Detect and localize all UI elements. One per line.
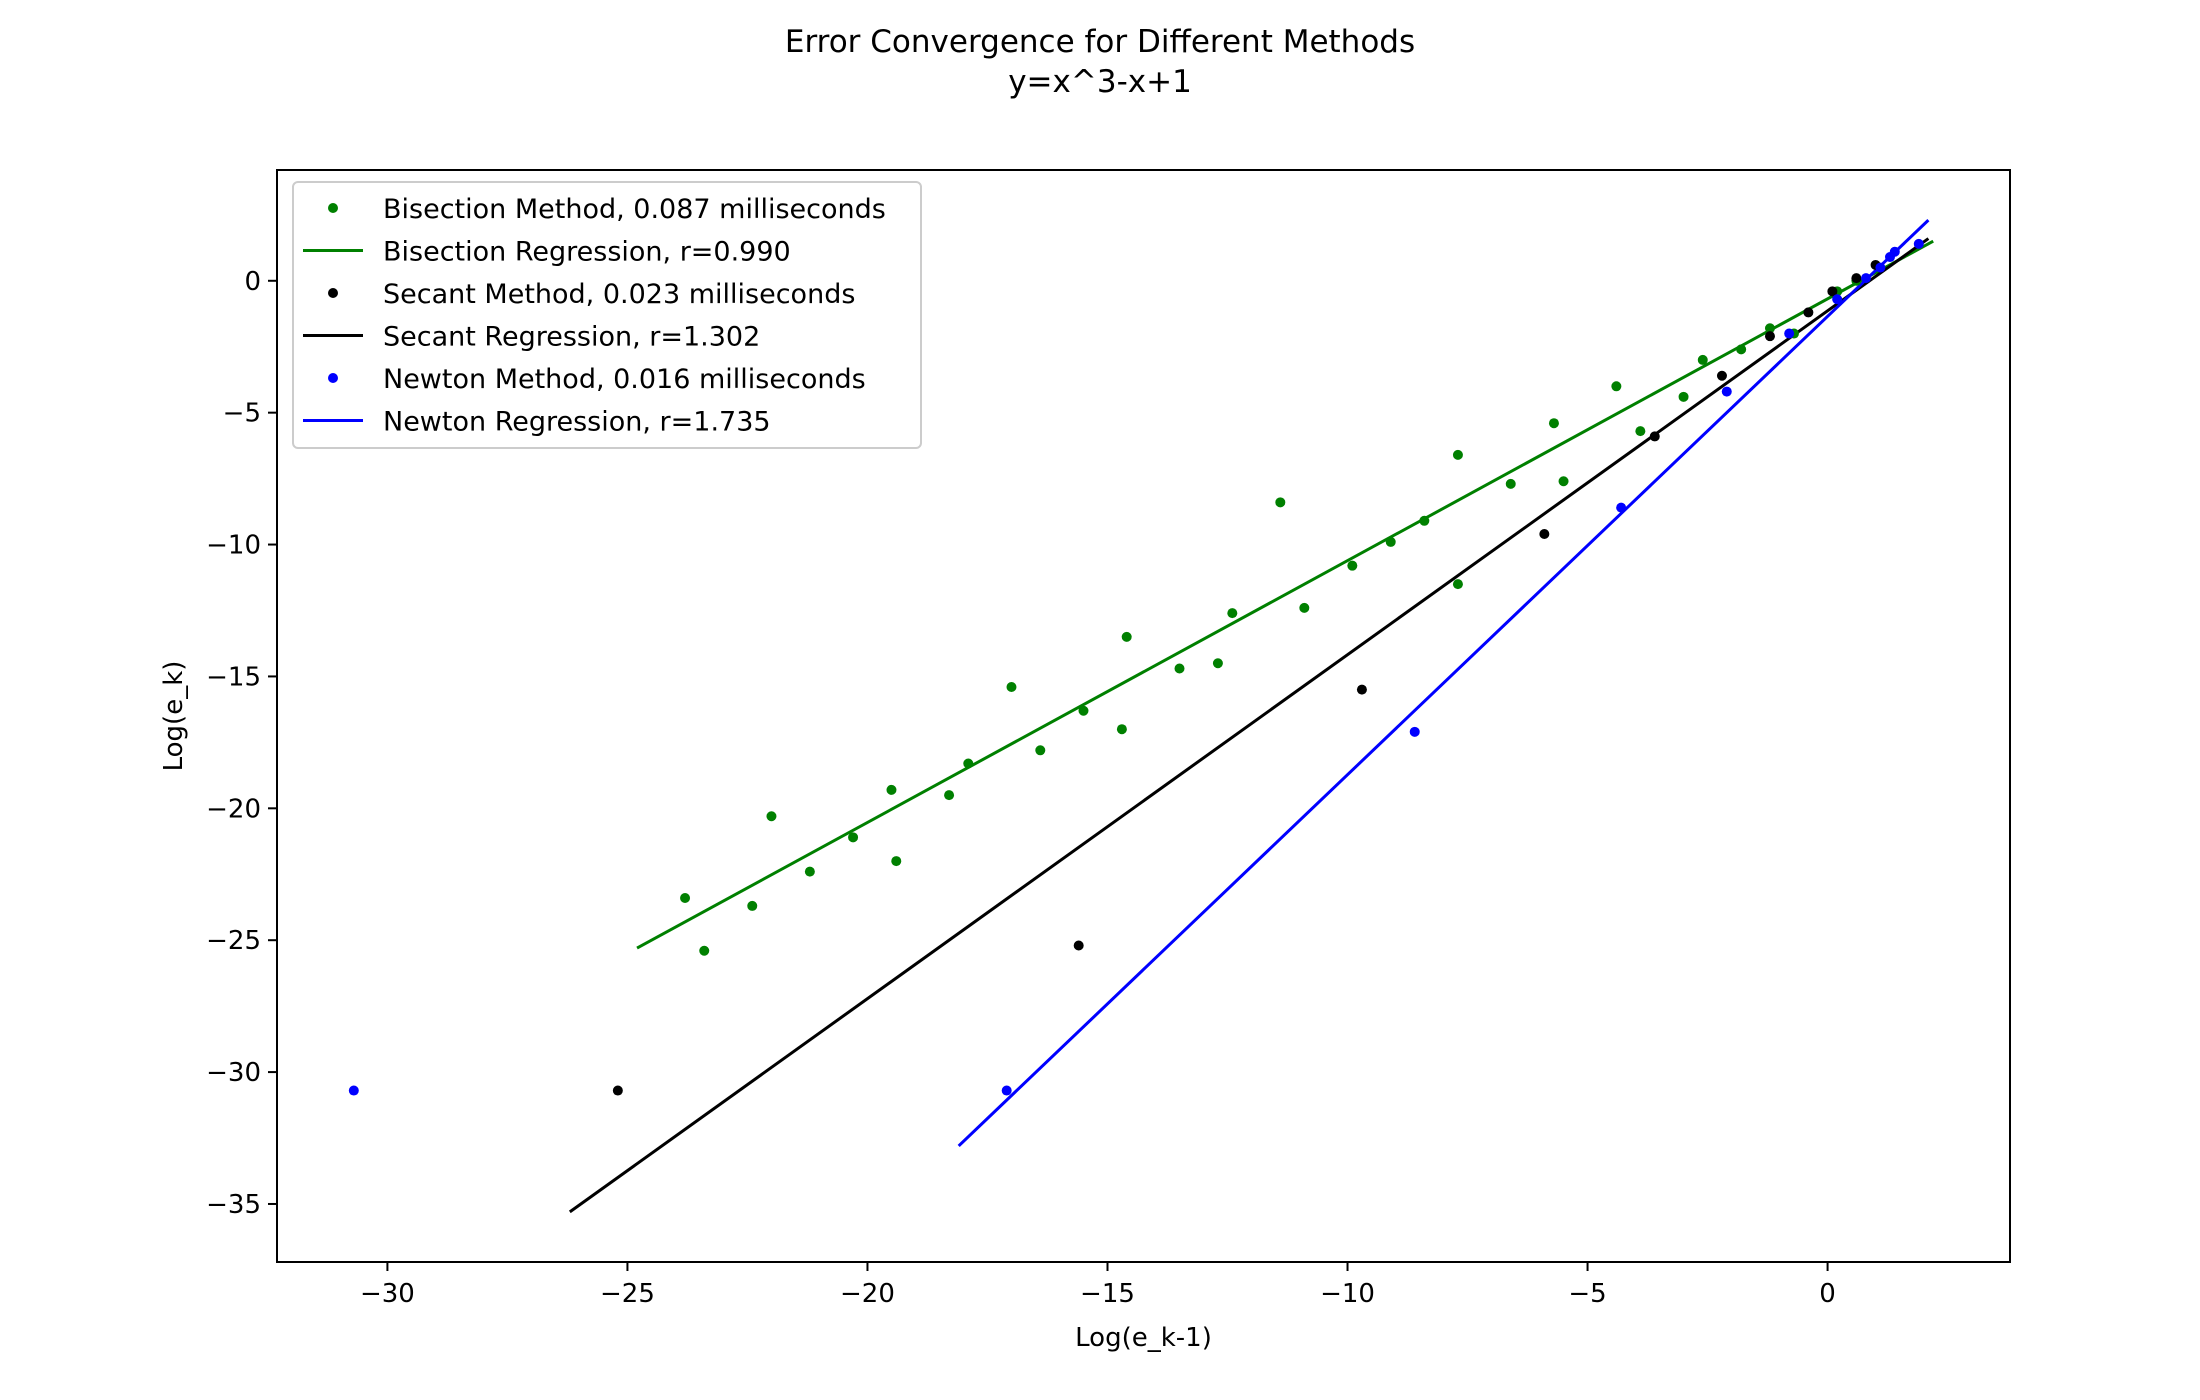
x-axis-label: Log(e_k-1) [1075, 1323, 1212, 1353]
data-point-2-4 [1649, 431, 1660, 442]
data-point-0-17 [1227, 608, 1238, 619]
x-tick-label-4: −10 [1320, 1279, 1375, 1309]
data-point-0-5 [848, 832, 859, 843]
y-axis-label: Log(e_k) [159, 661, 189, 772]
data-point-0-13 [1116, 724, 1127, 735]
legend-label-4: Newton Method, 0.016 milliseconds [383, 364, 866, 395]
legend-box [292, 181, 922, 449]
data-points [348, 238, 1924, 1096]
chart-subtitle: y=x^3-x+1 [1008, 64, 1192, 100]
x-tick-label-1: −25 [600, 1279, 655, 1309]
legend-label-5: Newton Regression, r=1.735 [383, 407, 771, 438]
data-point-0-14 [1121, 631, 1132, 642]
data-point-4-10 [1889, 246, 1900, 257]
y-tick-label-3: −15 [206, 662, 261, 692]
data-point-0-16 [1212, 658, 1223, 669]
x-tick-label-2: −20 [840, 1279, 895, 1309]
data-point-0-0 [680, 893, 691, 903]
regression-lines [568, 219, 1934, 1214]
y-tick-label-6: −30 [206, 1058, 261, 1088]
data-point-0-18 [1275, 497, 1286, 508]
data-point-0-27 [1558, 476, 1569, 487]
legend-swatch-4 [328, 373, 338, 383]
data-point-4-1 [1001, 1085, 1012, 1096]
data-point-0-24 [1452, 579, 1463, 590]
data-point-0-8 [944, 790, 955, 801]
data-point-2-9 [1851, 273, 1862, 284]
data-point-0-33 [1764, 323, 1775, 334]
data-point-0-30 [1678, 391, 1689, 402]
data-point-4-2 [1409, 726, 1420, 737]
legend: Bisection Method, 0.087 milliseconds Bise… [292, 181, 922, 449]
data-point-0-31 [1697, 354, 1708, 365]
regression-line-5 [957, 219, 1930, 1148]
legend-label-1: Bisection Regression, r=0.990 [383, 237, 791, 268]
data-point-0-25 [1505, 478, 1516, 489]
y-tick-label-7: −35 [206, 1190, 261, 1220]
data-point-4-7 [1860, 273, 1871, 284]
data-point-0-22 [1419, 515, 1430, 526]
chart-title: Error Convergence for Different Methods [784, 24, 1416, 60]
x-ticks: −30 −25 −20 −15 −10 −5 0 [360, 1262, 1836, 1309]
data-point-0-26 [1548, 418, 1559, 429]
legend-swatch-0 [328, 203, 338, 213]
data-point-2-5 [1716, 370, 1727, 381]
legend-label-0: Bisection Method, 0.087 milliseconds [383, 194, 886, 225]
data-point-2-6 [1764, 331, 1775, 342]
data-point-2-3 [1539, 529, 1550, 539]
data-point-0-10 [1006, 681, 1017, 692]
data-point-0-1 [699, 945, 710, 956]
data-point-4-0 [348, 1085, 359, 1096]
data-point-2-8 [1827, 286, 1838, 297]
regression-line-1 [636, 239, 1934, 950]
y-tick-label-5: −25 [206, 926, 261, 956]
y-ticks: 0 −5 −10 −15 −20 −25 −30 −35 [206, 267, 277, 1220]
legend-label-2: Secant Method, 0.023 milliseconds [383, 279, 855, 310]
data-point-0-29 [1635, 426, 1646, 437]
data-point-4-6 [1832, 294, 1843, 305]
regression-line-3 [568, 237, 1930, 1214]
data-point-4-3 [1616, 502, 1627, 513]
x-tick-label-6: 0 [1819, 1279, 1836, 1309]
data-point-0-21 [1385, 536, 1396, 547]
data-point-0-32 [1736, 344, 1747, 355]
x-tick-label-3: −15 [1080, 1279, 1135, 1309]
data-point-4-5 [1784, 328, 1795, 339]
data-point-4-4 [1721, 386, 1732, 397]
data-point-0-2 [747, 900, 758, 911]
data-point-0-6 [886, 784, 897, 795]
data-point-2-1 [1073, 940, 1084, 951]
data-point-0-12 [1078, 705, 1089, 716]
data-point-0-28 [1611, 381, 1622, 392]
data-point-0-23 [1452, 449, 1463, 460]
legend-swatch-2 [328, 288, 338, 298]
data-point-0-19 [1299, 602, 1310, 613]
data-point-0-9 [963, 758, 974, 769]
x-tick-label-0: −30 [360, 1279, 415, 1309]
data-point-0-3 [766, 811, 777, 822]
axes-frame [276, 169, 2011, 1263]
legend-label-3: Secant Regression, r=1.302 [383, 322, 760, 353]
data-point-2-2 [1356, 684, 1367, 695]
y-tick-label-0: 0 [244, 267, 261, 297]
data-point-0-4 [804, 866, 815, 877]
data-point-4-8 [1875, 262, 1886, 273]
data-point-2-0 [612, 1085, 623, 1096]
data-point-0-11 [1035, 745, 1046, 756]
data-point-2-7 [1803, 307, 1814, 318]
y-tick-label-2: −10 [206, 531, 261, 561]
y-tick-label-4: −20 [206, 794, 261, 824]
data-point-0-7 [891, 856, 902, 867]
data-point-4-11 [1913, 238, 1924, 249]
y-tick-label-1: −5 [223, 399, 261, 429]
data-point-0-15 [1174, 663, 1185, 674]
x-tick-label-5: −5 [1568, 1279, 1606, 1309]
data-point-0-20 [1347, 560, 1358, 571]
